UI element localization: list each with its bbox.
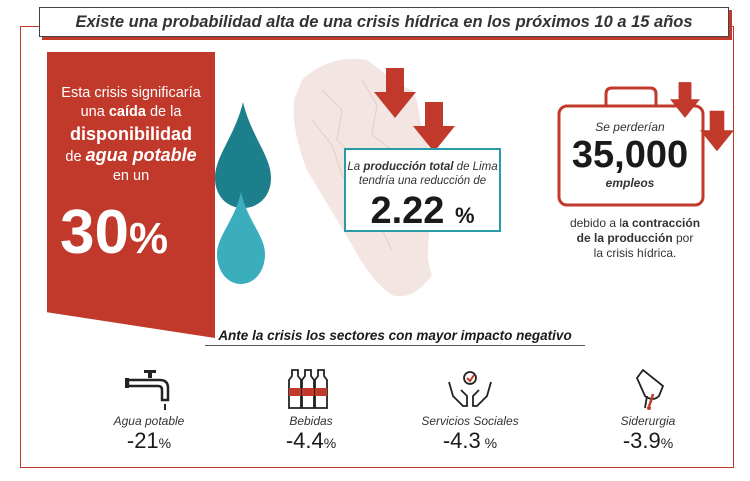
jobs-description: debido a la contracción de la producción… xyxy=(569,216,701,260)
sector-value: -4.3 % xyxy=(442,428,498,453)
banner-line-3: disponibilidad xyxy=(70,124,192,144)
steel-icon xyxy=(635,368,665,410)
sector-name: Agua potable xyxy=(113,414,185,428)
page-title: Existe una probabilidad alta de una cris… xyxy=(75,12,693,31)
production-value: 2.22 % xyxy=(370,190,475,232)
production-box: La producción total de Lima tendría una … xyxy=(344,148,501,232)
red-banner xyxy=(47,52,215,338)
water-drops-icon xyxy=(215,102,271,284)
jobs-label: empleos xyxy=(605,176,655,190)
jobs-text: Se perderían 35,000 empleos xyxy=(560,120,700,190)
banner-line-4: de agua potable xyxy=(65,145,197,166)
banner-line-2: una caída de la xyxy=(80,104,182,120)
production-line-1: La producción total de Lima xyxy=(347,161,498,173)
sector-agua-potable: Agua potable -21% xyxy=(84,366,214,456)
sector-name: Servicios Sociales xyxy=(421,414,519,428)
sector-siderurgia: Siderurgia -3.9% xyxy=(583,366,713,456)
down-arrow-icon xyxy=(670,82,700,118)
down-arrow-icon xyxy=(413,102,455,152)
sector-name: Bebidas xyxy=(289,414,333,428)
sector-value: -4.4% xyxy=(285,428,337,453)
banner-line-5: en un xyxy=(112,168,150,184)
title-box: Existe una probabilidad alta de una cris… xyxy=(39,7,729,37)
jobs-intro: Se perderían xyxy=(595,120,665,134)
sector-bebidas: Bebidas -4.4% xyxy=(246,366,376,456)
jobs-value: 35,000 xyxy=(571,134,689,176)
bottles-icon xyxy=(288,369,328,409)
sector-name: Siderurgia xyxy=(620,414,676,428)
sector-value: -3.9% xyxy=(622,428,674,453)
banner-percent: 30% xyxy=(60,198,169,267)
sector-servicios-sociales: Servicios Sociales -4.3 % xyxy=(405,366,535,456)
down-arrow-icon xyxy=(374,68,416,118)
briefcase-icon xyxy=(557,86,705,207)
banner-text: Esta crisis significaría una caída de la… xyxy=(47,84,215,186)
faucet-icon xyxy=(125,370,170,410)
sectors-title: Ante la crisis los sectores con mayor im… xyxy=(205,328,585,346)
hands-icon xyxy=(448,371,492,407)
banner-line-1: Esta crisis significaría xyxy=(61,85,201,101)
sector-value: -21% xyxy=(126,428,172,453)
production-line-2: tendría una reducción de xyxy=(358,175,487,187)
down-arrow-icon xyxy=(700,110,734,152)
